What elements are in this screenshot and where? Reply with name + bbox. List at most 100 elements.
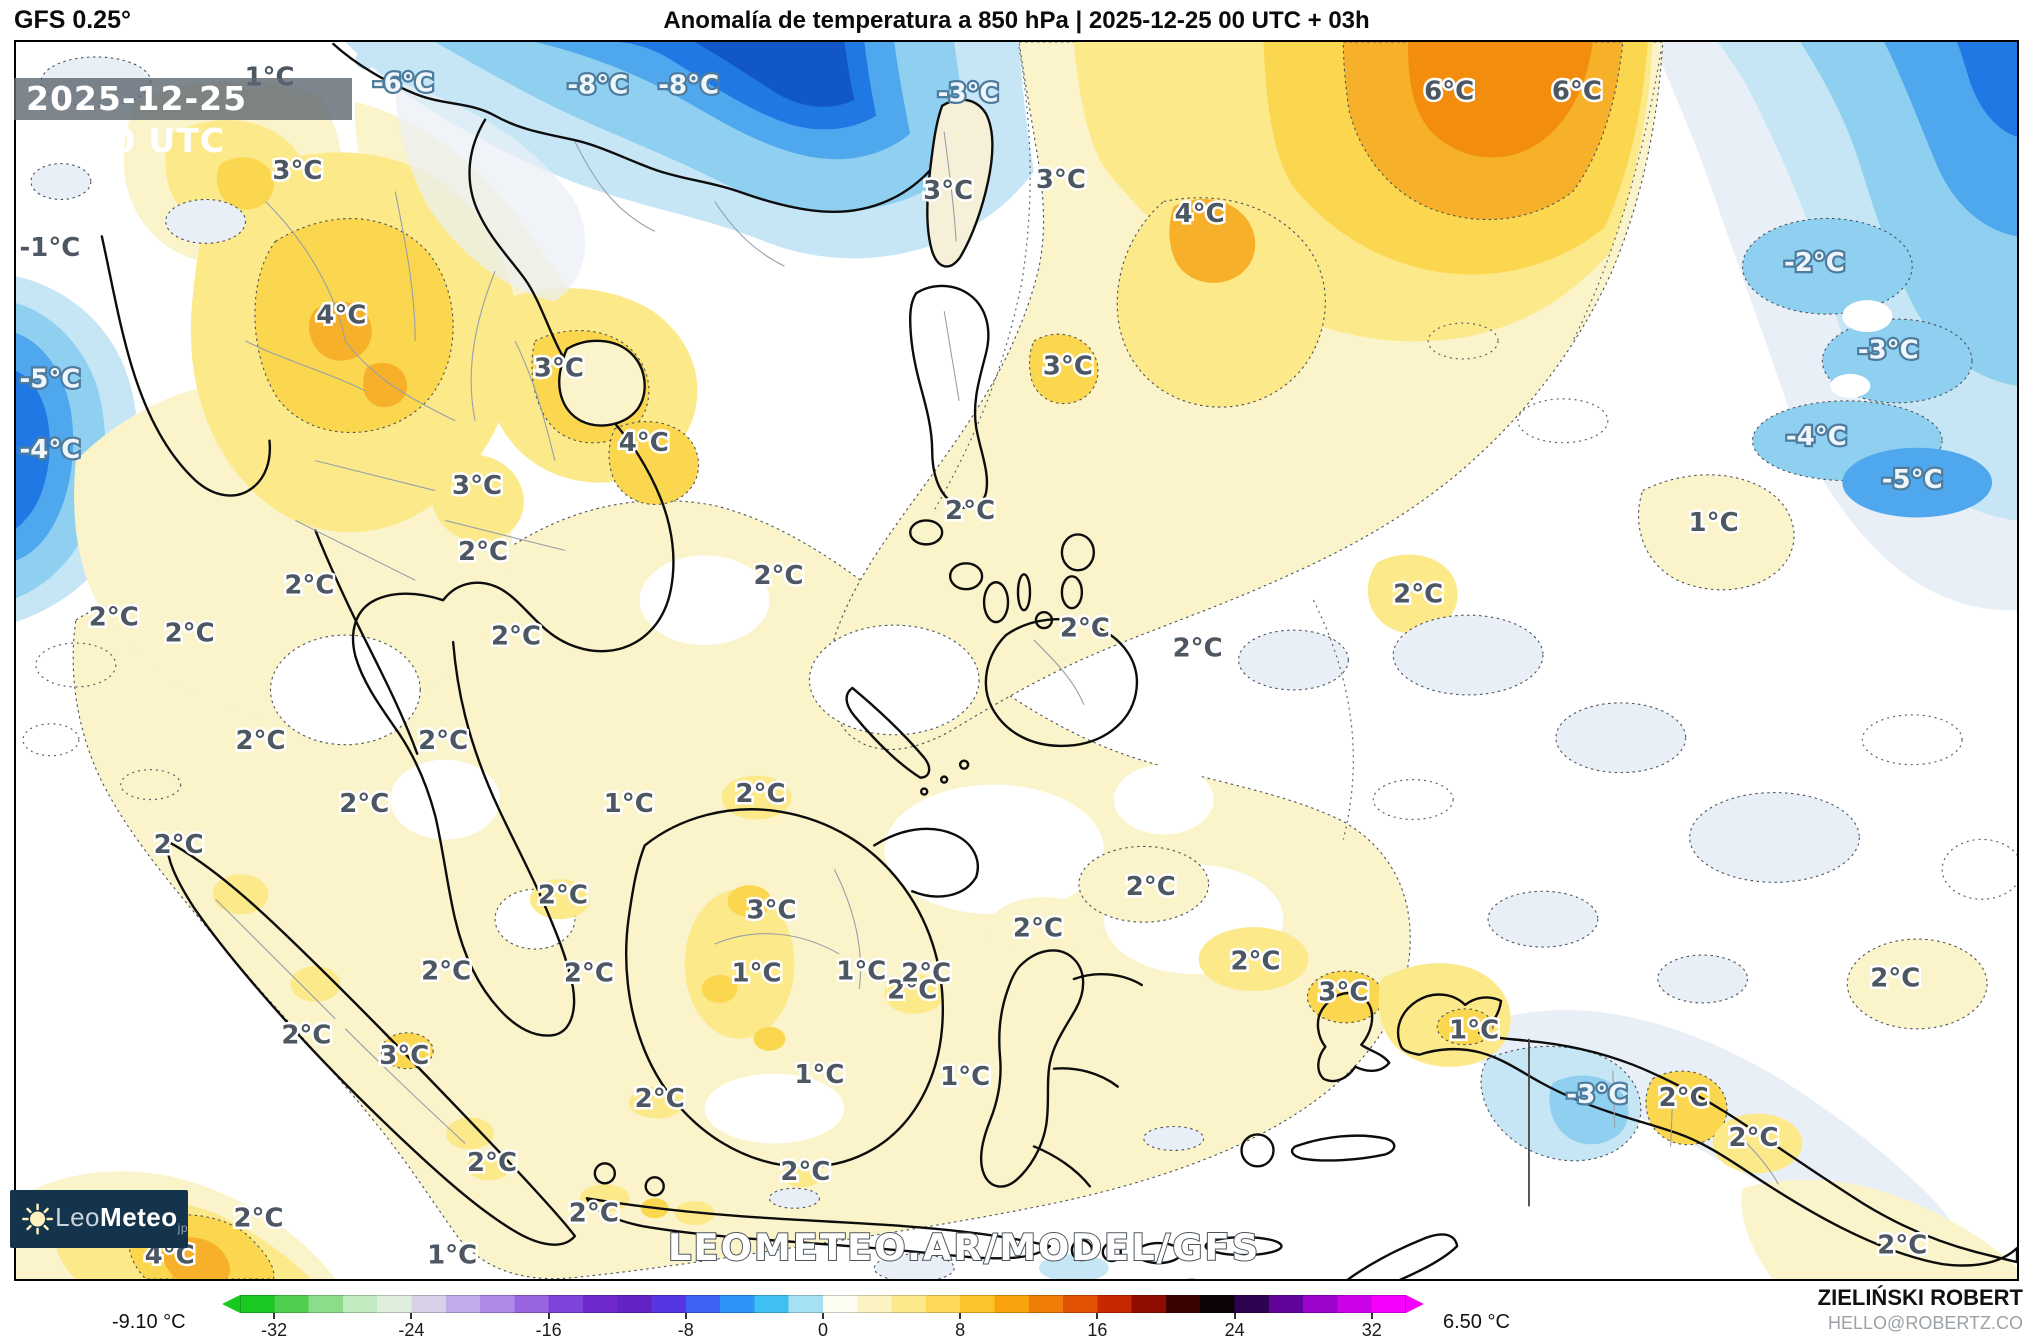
indochina-orange-spot xyxy=(363,362,408,408)
temp-label: 2°C xyxy=(887,975,937,1005)
cold-region-ne-deep xyxy=(1957,42,2017,137)
temp-label: 2°C xyxy=(1728,1123,1778,1153)
colorbar-tick xyxy=(410,1313,413,1319)
credit-author: ZIELIŃSKI ROBERT xyxy=(1817,1285,2023,1310)
white-patch xyxy=(1113,764,1214,835)
sulu-islet xyxy=(919,787,929,796)
warm-spot-3c xyxy=(1028,333,1099,405)
temp-label: -3°C xyxy=(1858,336,1919,366)
sulawesi-arm xyxy=(1072,973,1143,987)
colorbar-gradient xyxy=(240,1295,1406,1313)
java-coastline xyxy=(585,1197,1052,1260)
temp-label: 3°C xyxy=(1318,977,1368,1007)
pale-blue-patch xyxy=(30,163,92,201)
contour-ring xyxy=(1861,714,1963,766)
colorbar-tick xyxy=(1096,1313,1099,1319)
taiwan-coastline xyxy=(926,98,994,268)
palawan-island xyxy=(845,686,931,779)
temp-label: -5°C xyxy=(1882,465,1943,495)
pale-blue-patch xyxy=(873,1253,955,1279)
pale-blue-patch xyxy=(1555,702,1687,774)
white-patch xyxy=(704,1073,845,1144)
sulu-islet xyxy=(958,759,970,770)
colorbar-tick xyxy=(547,1313,550,1319)
temp-label: -1°C xyxy=(20,233,81,263)
colorbar-tick-label: 32 xyxy=(1361,1320,1382,1340)
temp-label: 2°C xyxy=(1173,634,1223,664)
temp-label: 1°C xyxy=(1689,508,1739,538)
papua-gold-2c xyxy=(1645,1070,1728,1146)
bengal-cold-deep xyxy=(16,370,50,529)
pale-blue-patch xyxy=(1657,954,1749,1004)
colorbar-tick-label: 8 xyxy=(955,1320,966,1340)
temp-label: 2°C xyxy=(1060,614,1110,644)
pale-blue-patch xyxy=(1392,614,1544,696)
sumatra-yellow xyxy=(290,966,341,1002)
contour-line xyxy=(1312,599,1354,840)
pale-blue-patch xyxy=(1487,890,1599,948)
temperature-labels: 1°C -6°C -8°C -8°C -3°C 6°C 6°C 3°C 3°C 3°C 4°C -1°… xyxy=(17,60,1945,1273)
colorbar-right-arrow xyxy=(1406,1295,1424,1313)
temp-label: -8°C xyxy=(658,70,719,100)
colorbar-tick xyxy=(1233,1313,1236,1319)
temp-label: 2°C xyxy=(1126,872,1176,902)
temp-label: 4°C xyxy=(316,301,366,331)
belitung-island xyxy=(644,1176,665,1197)
cold-speck xyxy=(355,49,376,70)
temp-label: 1°C xyxy=(604,789,654,819)
temp-label: 1°C xyxy=(836,957,886,987)
tonkin-pale-blue xyxy=(395,81,586,302)
colorbar-tick-label: 24 xyxy=(1224,1320,1245,1340)
weather-map: 1°C -6°C -8°C -8°C -3°C 6°C 6°C 3°C 3°C 3°C 4°C -1°… xyxy=(16,42,2017,1279)
temp-label: 4°C xyxy=(619,428,669,458)
temp-label: 3°C xyxy=(379,1041,429,1071)
temp-label: 2°C xyxy=(165,619,215,649)
cold-lobe xyxy=(1741,217,1913,315)
temp-label: 2°C xyxy=(901,958,951,988)
logo-brand-regular: Leo xyxy=(55,1202,101,1233)
colorbar-tick xyxy=(273,1313,276,1319)
white-patch xyxy=(808,624,980,736)
temp-label: 3°C xyxy=(746,896,796,926)
temp-label: 2°C xyxy=(1230,947,1280,977)
timestamp-overlay: 2025-12-25 03:00 UTC xyxy=(14,78,352,160)
temp-label: 3°C xyxy=(452,471,502,501)
colorbar-tick-label: -8 xyxy=(677,1320,694,1340)
sulawesi-coastline xyxy=(980,949,1085,1188)
colorbar-tick xyxy=(684,1313,687,1319)
contour-ring xyxy=(1372,779,1454,821)
temp-label: 2°C xyxy=(538,881,588,911)
warm-band-tongue xyxy=(1116,197,1326,408)
pale-blue-patch xyxy=(1038,1254,1109,1279)
colorbar-tick-label: 0 xyxy=(817,1320,829,1340)
china-coastline xyxy=(332,42,936,214)
warm-islet xyxy=(1198,927,1309,991)
white-patch xyxy=(269,634,421,746)
papua-cyan-core xyxy=(1549,1075,1629,1145)
mindoro-island xyxy=(909,519,944,546)
temp-label: 2°C xyxy=(339,789,389,819)
temp-label: -8°C xyxy=(567,70,628,100)
temp-label: 6°C xyxy=(1552,76,1602,106)
timor-island xyxy=(1346,1233,1459,1279)
temp-label: -6°C xyxy=(373,68,434,98)
sulawesi-arm xyxy=(1032,1145,1092,1188)
papua-gold-spot xyxy=(1436,1008,1494,1046)
temp-label: 1°C xyxy=(427,1241,477,1271)
myanmar-gold-spot xyxy=(216,157,274,210)
colorbar-left-arrow xyxy=(222,1295,240,1313)
luzon-coastline xyxy=(909,284,990,510)
indochina-orange-spot xyxy=(309,301,372,361)
temp-label: 3°C xyxy=(272,156,322,186)
temp-label: 2°C xyxy=(281,1020,331,1050)
watermark: LEOMETEO.AR/MODEL/GFS xyxy=(668,1226,1261,1269)
temp-label: 1°C xyxy=(794,1060,844,1090)
map-frame: 1°C -6°C -8°C -8°C -3°C 6°C 6°C 3°C 3°C 3°C 4°C -1°… xyxy=(10,40,2019,1281)
temp-label: 2°C xyxy=(418,726,468,756)
colorbar-footer: -9.10 °C -32 -24 -16 -8 0 8 16 24 32 6.50 °C ZIE… xyxy=(0,1281,2033,1340)
colorbar-min-label: -9.10 °C xyxy=(112,1311,186,1333)
temp-label: 2°C xyxy=(233,1204,283,1234)
panay-island xyxy=(948,562,984,591)
temp-label: 3°C xyxy=(534,353,584,383)
pale-blue-patch xyxy=(1143,1125,1205,1151)
